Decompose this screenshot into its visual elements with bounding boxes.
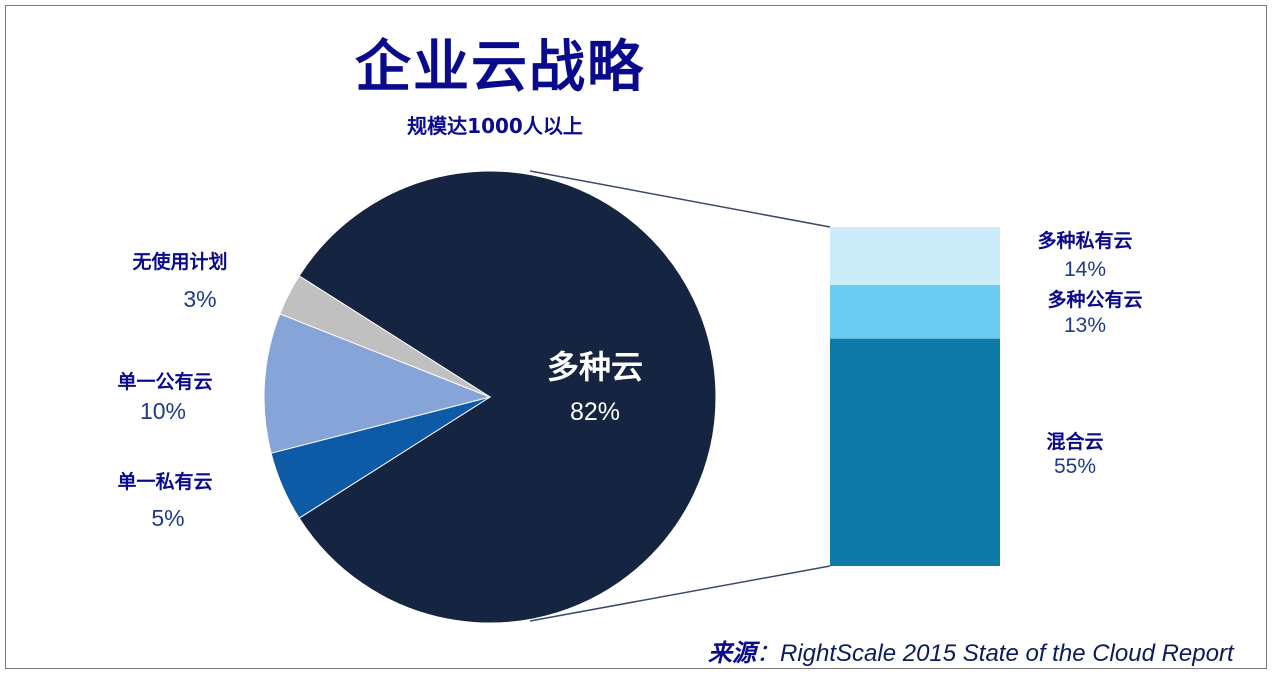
segment-label-multi-public: 多种公有云 [1047, 289, 1143, 311]
stacked-bar [830, 227, 1000, 566]
segment-label-multi-private: 多种私有云 [1037, 230, 1133, 252]
segment-value-hybrid: 55% [1053, 455, 1097, 478]
connector-line-top [529, 170, 831, 228]
connector-line-bottom [529, 565, 831, 622]
slice-label-single-private: 单一私有云 [117, 471, 213, 493]
segment-value-multi-public: 13% [1063, 314, 1107, 337]
pie-slice-multi-cloud [298, 170, 717, 624]
source-text: ：RightScale 2015 State of the Cloud Repo… [756, 640, 1234, 667]
slice-value-no-plan: 3% [183, 286, 217, 312]
source-note: 来源：RightScale 2015 State of the Cloud Re… [708, 633, 1234, 668]
segment-value-multi-private: 14% [1063, 258, 1107, 281]
source-label: 来源 [708, 639, 756, 667]
bar-segment-multi-public [830, 284, 1000, 339]
connector-lines [529, 170, 831, 622]
slice-label-single-public: 单一公有云 [117, 371, 213, 393]
slice-value-single-private: 5% [151, 505, 185, 531]
slice-label-no-plan: 无使用计划 [132, 251, 228, 273]
bar-segment-hybrid [830, 338, 1000, 566]
segment-label-hybrid: 混合云 [1046, 431, 1104, 453]
bar-segment-multi-private [830, 227, 1000, 285]
chart-title: 企业云战略 [355, 35, 645, 100]
chart-subtitle: 规模达1000人以上 [407, 114, 583, 138]
slice-value-single-public: 10% [139, 398, 187, 424]
pie-chart [263, 170, 717, 624]
slice-value-multi-cloud: 82% [569, 398, 621, 426]
slice-label-multi-cloud: 多种云 [546, 348, 643, 386]
pie-slice-no-plan [279, 275, 491, 398]
pie-slice-single-public [263, 313, 492, 454]
